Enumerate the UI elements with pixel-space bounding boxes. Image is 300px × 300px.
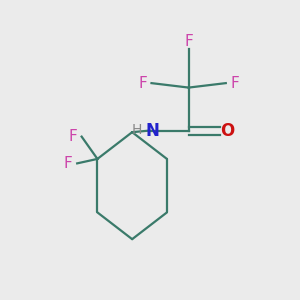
Text: F: F [184, 34, 193, 49]
Text: F: F [64, 156, 73, 171]
Text: F: F [138, 76, 147, 91]
Text: F: F [230, 76, 239, 91]
Text: F: F [68, 129, 77, 144]
Text: H: H [131, 123, 142, 137]
Text: N: N [145, 122, 159, 140]
Text: O: O [220, 122, 234, 140]
